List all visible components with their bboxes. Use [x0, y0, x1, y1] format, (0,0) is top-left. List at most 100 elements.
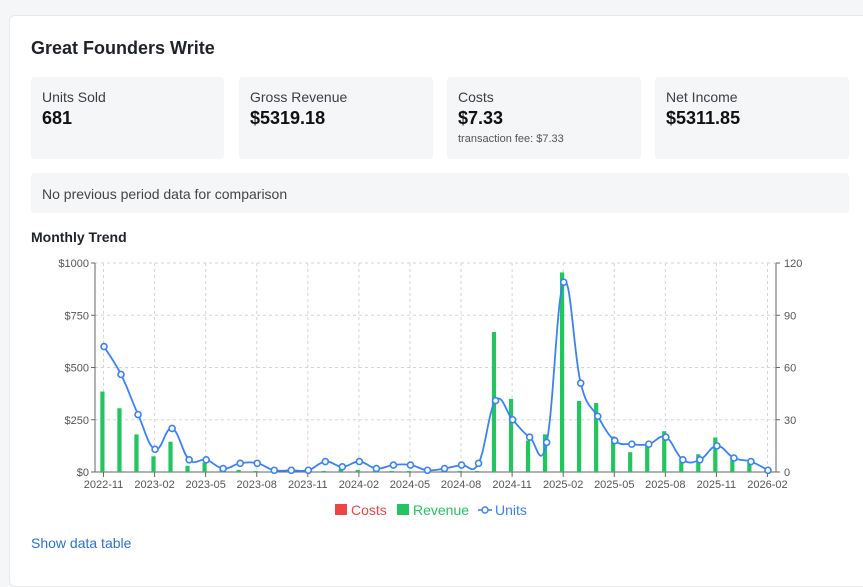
y-right-tick-label: 90: [784, 310, 796, 322]
units-point: [355, 457, 364, 466]
revenue-bar: [611, 436, 616, 472]
revenue-bar: [236, 469, 241, 472]
revenue-bar: [151, 456, 156, 472]
units-point: [100, 342, 108, 351]
x-tick-label: 2024-11: [492, 479, 532, 491]
notice-text: No previous period data for comparison: [42, 186, 288, 202]
units-point: [440, 464, 449, 473]
revenue-bar: [628, 452, 633, 472]
revenue-bar: [389, 470, 394, 472]
legend-costs-label: Costs: [351, 502, 387, 518]
units-point: [542, 438, 551, 447]
revenue-bar: [100, 391, 105, 472]
x-tick-label: 2023-02: [134, 479, 174, 491]
units-point: [253, 459, 262, 468]
units-point: [764, 466, 772, 475]
revenue-bar: [577, 400, 582, 472]
stat-value: $5319.18: [250, 108, 326, 128]
legend-units-marker: [481, 506, 489, 514]
revenue-bar: [730, 457, 735, 472]
units-point: [372, 464, 381, 473]
units-point: [679, 456, 687, 464]
units-point: [423, 466, 432, 475]
units-point: [696, 456, 704, 464]
y-left-tick-label: $500: [65, 363, 89, 375]
stat-label: Net Income: [666, 89, 738, 105]
revenue-bar: [134, 434, 139, 472]
units-point: [389, 461, 398, 469]
revenue-bar: [355, 469, 360, 472]
revenue-bar: [168, 441, 173, 472]
x-tick-label: 2025-08: [645, 479, 685, 491]
stat-value: 681: [42, 108, 73, 128]
revenue-bar: [542, 434, 548, 472]
units-point: [236, 459, 245, 468]
units-point: [202, 456, 210, 464]
book-title: Great Founders Write: [31, 38, 215, 58]
units-point: [406, 461, 415, 469]
stat-label: Units Sold: [42, 89, 106, 105]
units-point: [747, 457, 755, 466]
stat-subtext: transaction fee: $7.33: [458, 133, 564, 145]
gross-revenue-card: Gross Revenue $5319.18: [239, 77, 433, 159]
units-point: [645, 440, 653, 448]
units-point: [338, 462, 347, 471]
units-point: [117, 370, 125, 379]
revenue-bar: [508, 398, 514, 472]
y-left-tick-label: $0: [77, 467, 89, 479]
monthly-trend-chart: $0 0 $250 30 $500 60 $750 90 $1000 120 2022-11 2023…: [58, 258, 802, 518]
units-point: [219, 464, 227, 473]
units-line: [103, 280, 769, 472]
units-point: [593, 412, 602, 421]
units-sold-card: Units Sold 681: [31, 77, 224, 159]
stat-value: $5311.85: [666, 108, 741, 128]
units-point: [151, 445, 159, 454]
y-left-tick-label: $750: [65, 310, 89, 322]
units-point: [457, 461, 466, 469]
revenue-bar: [202, 462, 207, 472]
x-tick-label: 2025-02: [543, 479, 583, 491]
units-point: [627, 440, 636, 448]
units-point: [321, 457, 330, 466]
y-right-tick-label: 60: [784, 363, 796, 375]
legend-revenue-swatch: [397, 504, 409, 515]
revenue-bar: [321, 470, 326, 472]
revenue-bar: [457, 470, 463, 472]
stat-label: Costs: [458, 89, 494, 105]
units-point: [662, 433, 670, 441]
x-tick-label: 2022-11: [84, 479, 124, 491]
costs-card: Costs $7.33 transaction fee: $7.33: [447, 77, 641, 159]
revenue-bar: [645, 444, 650, 472]
units-point: [270, 466, 279, 475]
show-data-table-link[interactable]: Show data table: [31, 535, 132, 551]
units-point: [304, 466, 313, 475]
revenue-bar: [474, 470, 480, 472]
y-right-tick-label: 0: [784, 467, 790, 479]
x-tick-label: 2026-02: [747, 479, 787, 491]
revenue-bar: [185, 465, 190, 472]
revenue-bar: [679, 461, 684, 472]
revenue-bar: [594, 403, 599, 472]
monthly-trend-heading: Monthly Trend: [31, 229, 127, 245]
stat-value: $7.33: [458, 108, 504, 128]
units-point: [168, 424, 176, 433]
revenue-bar: [406, 470, 411, 472]
legend-units-label: Units: [495, 502, 527, 518]
units-point: [185, 456, 193, 464]
units-point: [134, 410, 142, 419]
x-tick-label: 2023-08: [237, 479, 277, 491]
revenue-bar: [253, 470, 258, 472]
y-left-tick-label: $1000: [58, 258, 89, 270]
x-tick-label: 2025-05: [594, 479, 634, 491]
x-tick-label: 2023-11: [288, 479, 328, 491]
revenue-bar: [713, 437, 718, 472]
units-point: [559, 278, 568, 286]
revenue-bar: [117, 408, 122, 472]
x-tick-label: 2025-11: [697, 479, 737, 491]
units-point: [491, 396, 500, 405]
units-point: [713, 442, 721, 450]
units-point: [576, 379, 585, 387]
y-right-tick-label: 120: [784, 258, 802, 270]
comparison-notice: No previous period data for comparison: [31, 173, 849, 213]
y-left-tick-label: $250: [65, 415, 89, 427]
